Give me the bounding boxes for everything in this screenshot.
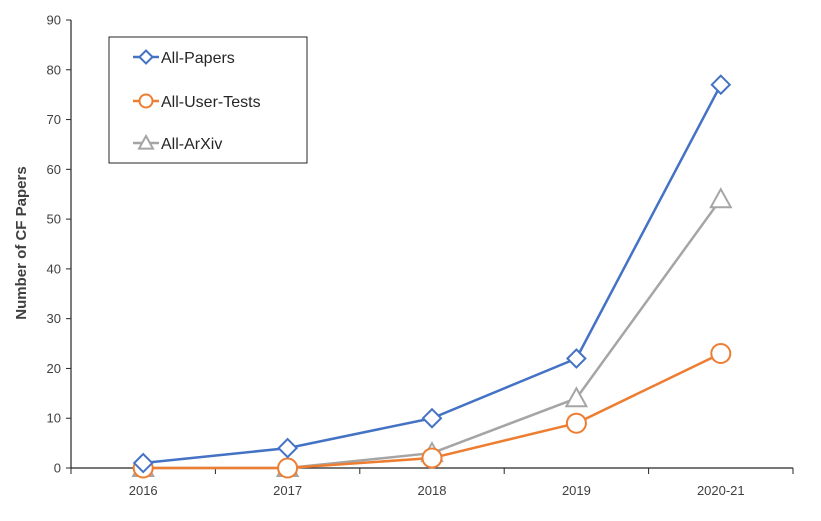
y-tick-label: 50: [47, 212, 61, 227]
triangle-marker: [709, 187, 733, 209]
series-group: [131, 74, 733, 479]
x-axis-ticks: 2016 2017 2018 2019 2020-21: [70, 468, 794, 498]
circle-marker: [138, 93, 154, 109]
y-tick-label: 40: [47, 261, 61, 276]
diamond-marker: [710, 74, 732, 96]
x-tick-label: 2019: [562, 483, 591, 498]
y-tick-label: 0: [54, 461, 61, 476]
y-tick-label: 30: [47, 311, 61, 326]
series-all-arxiv: [131, 187, 733, 477]
y-axis-ticks: 0 10 20 30 40 50 60 70 80 90: [47, 13, 71, 476]
circle-marker: [277, 457, 299, 479]
x-tick-label: 2016: [129, 483, 158, 498]
diamond-marker: [421, 407, 443, 429]
legend: All-Papers All-User-Tests All-ArXiv: [108, 36, 308, 164]
circle-marker: [710, 343, 732, 365]
legend-label: All-ArXiv: [161, 136, 222, 153]
y-tick-label: 60: [47, 162, 61, 177]
diamond-marker: [138, 49, 154, 65]
circle-marker: [421, 447, 443, 469]
series-all-papers: [132, 74, 732, 474]
y-tick-label: 90: [47, 13, 61, 28]
y-tick-label: 80: [47, 62, 61, 77]
diamond-marker: [277, 437, 299, 459]
legend-label: All-User-Tests: [161, 94, 261, 111]
legend-label: All-Papers: [161, 50, 235, 67]
x-tick-label: 2017: [273, 483, 302, 498]
x-tick-label: 2020-21: [697, 483, 745, 498]
circle-marker: [565, 412, 587, 434]
diamond-marker: [132, 452, 154, 474]
x-tick-label: 2018: [418, 483, 447, 498]
diamond-marker: [565, 348, 587, 369]
y-tick-label: 20: [47, 361, 61, 376]
y-tick-label: 70: [47, 112, 61, 127]
y-tick-label: 10: [47, 411, 61, 426]
y-axis-title: Number of CF Papers: [13, 166, 30, 319]
triangle-marker: [564, 386, 589, 408]
triangle-marker: [137, 133, 155, 150]
